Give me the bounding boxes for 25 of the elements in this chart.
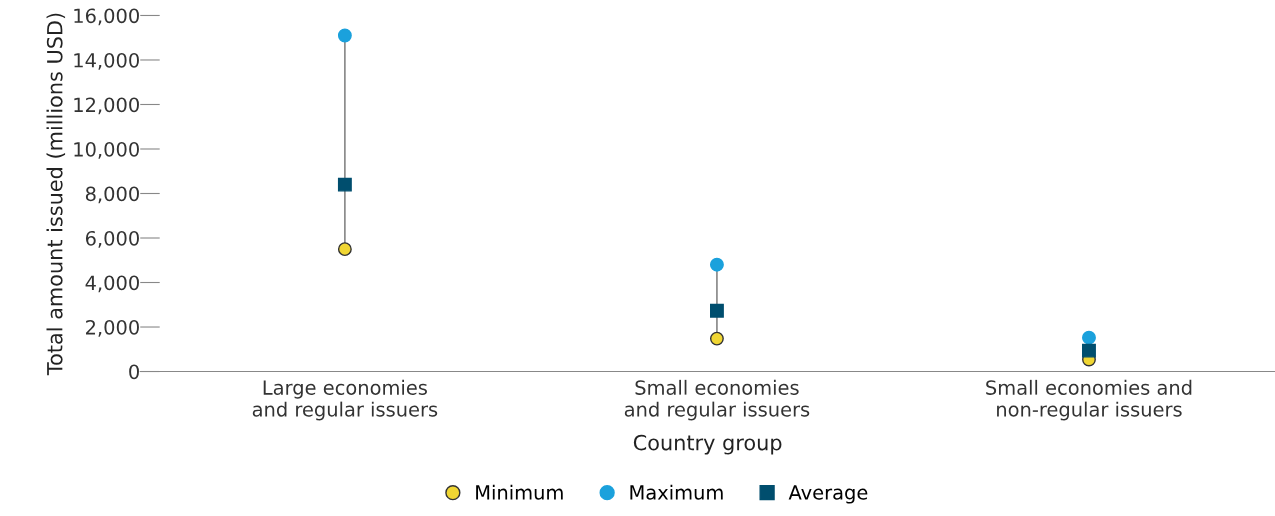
y-tick-label: 0 <box>129 364 139 380</box>
point <box>1082 330 1096 345</box>
legend-label: Minimum <box>476 484 563 500</box>
point <box>709 303 724 318</box>
x-tick-label: Large economies and regular issuers <box>252 379 438 421</box>
point <box>337 28 352 43</box>
y-tick-label: 8,000 <box>85 186 139 204</box>
point <box>337 242 352 257</box>
y-tick-label: 16,000 <box>74 8 139 26</box>
x-tick-label: Small economies and non-regular issuers <box>986 379 1192 421</box>
legend-label: Average <box>788 485 868 504</box>
x-axis-title: Country group <box>633 434 782 455</box>
y-tick-label: 10,000 <box>74 141 139 159</box>
point <box>709 331 724 346</box>
x-tick-label: Small economies and regular issuers <box>624 379 810 421</box>
legend-label: Maximum <box>630 484 723 500</box>
y-tick-label: 2,000 <box>86 319 139 337</box>
point <box>1082 343 1096 358</box>
point <box>337 177 352 192</box>
point <box>709 257 724 272</box>
y-axis-title: Total amount issued (millions USD) <box>46 13 66 376</box>
y-tick-label: 12,000 <box>74 97 139 115</box>
y-tick-label: 14,000 <box>74 52 139 70</box>
y-tick-label: 4,000 <box>85 275 139 293</box>
y-tick-label: 6,000 <box>85 230 139 248</box>
